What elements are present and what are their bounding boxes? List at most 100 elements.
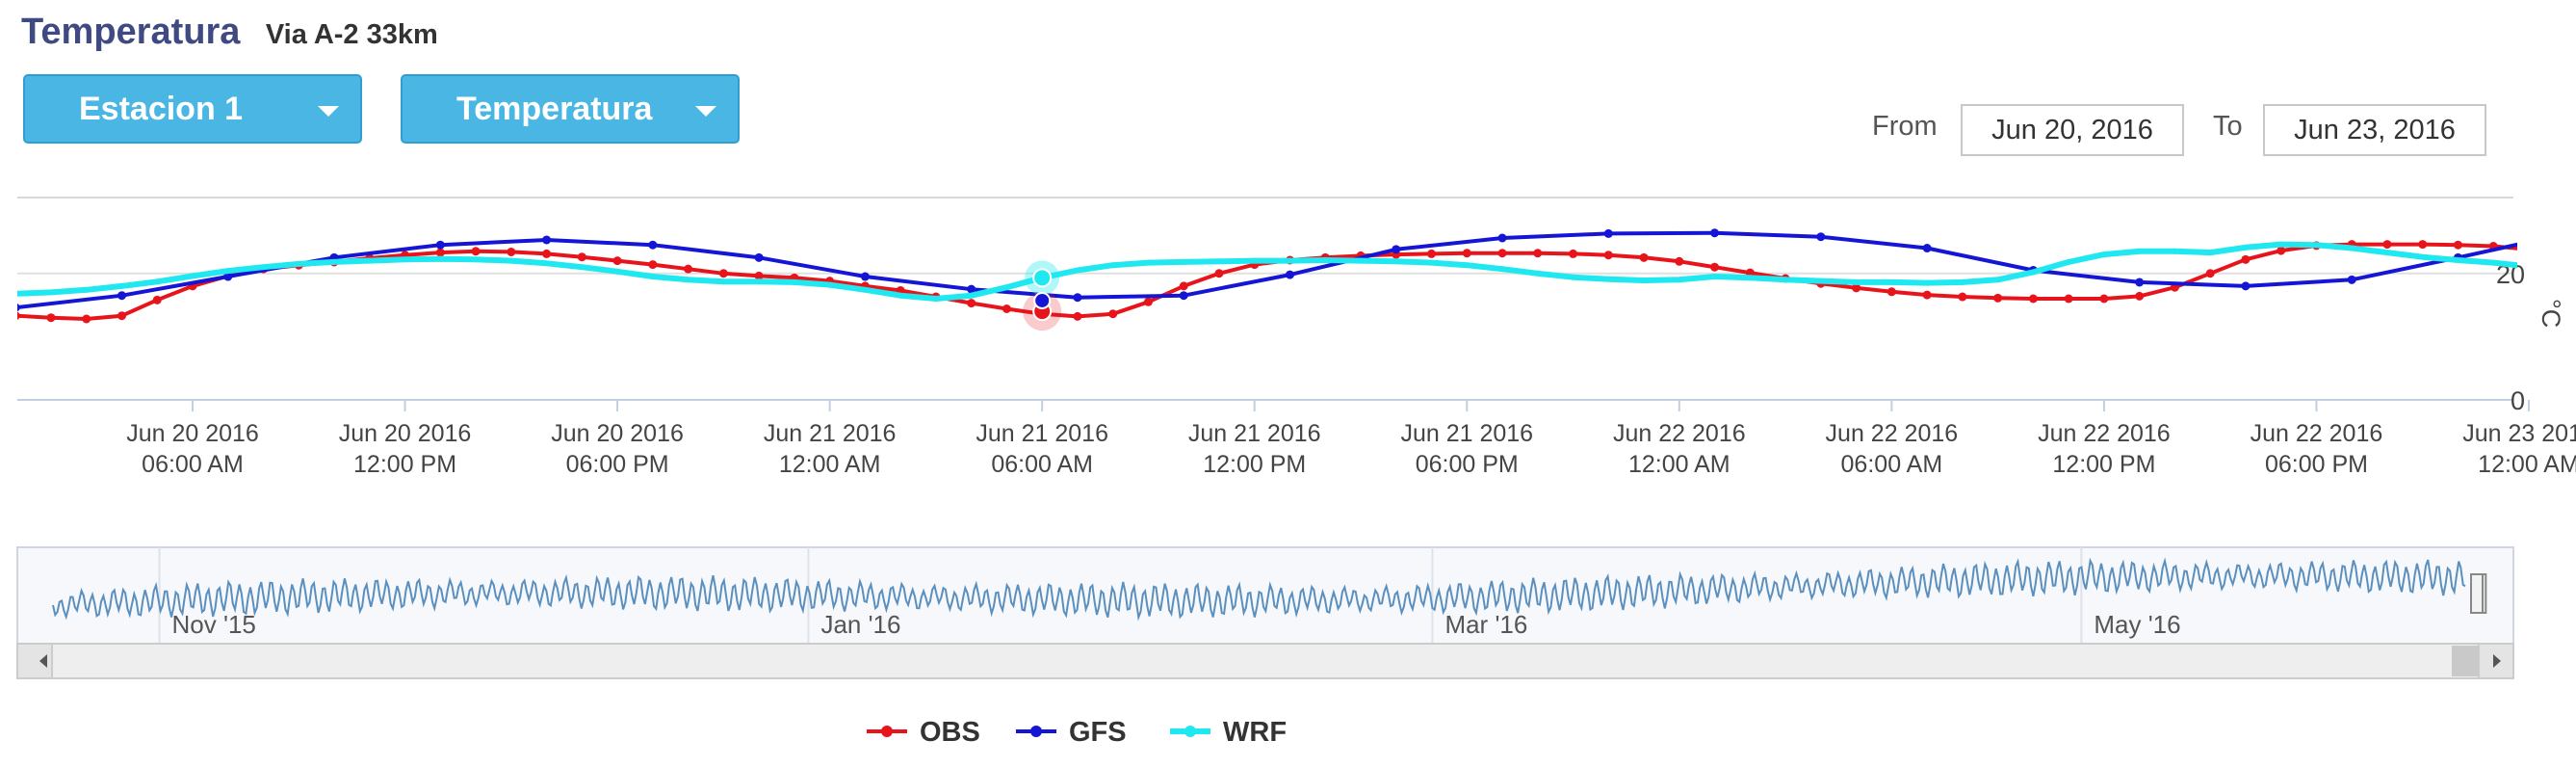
navigator-handle[interactable] (2470, 573, 2484, 614)
data-point-wrf[interactable] (1215, 258, 1222, 265)
data-point-gfs[interactable] (117, 291, 126, 301)
data-point-obs[interactable] (1462, 249, 1471, 258)
data-point-wrf[interactable] (2562, 267, 2567, 273)
data-point-obs[interactable] (46, 313, 56, 323)
data-point-wrf[interactable] (1534, 270, 1541, 277)
data-point-obs[interactable] (1497, 249, 1507, 258)
data-point-wrf[interactable] (2207, 250, 2214, 256)
data-point-obs[interactable] (2418, 240, 2428, 250)
data-point-gfs[interactable] (1285, 270, 1294, 279)
data-point-gfs[interactable] (1816, 232, 1826, 242)
data-point-wrf[interactable] (1994, 277, 2001, 283)
data-point-wrf[interactable] (1287, 257, 1293, 264)
data-point-wrf[interactable] (968, 292, 975, 299)
data-point-wrf[interactable] (47, 289, 54, 296)
data-point-obs[interactable] (471, 247, 481, 256)
data-point-wrf[interactable] (2313, 242, 2320, 249)
data-point-wrf[interactable] (1003, 284, 1010, 291)
data-point-obs[interactable] (648, 260, 658, 270)
data-point-wrf[interactable] (1499, 266, 1506, 273)
data-point-gfs[interactable] (1922, 244, 1932, 252)
data-point-obs[interactable] (967, 299, 976, 308)
data-point-wrf[interactable] (2100, 251, 2107, 258)
data-point-obs[interactable] (1603, 251, 1613, 260)
data-point-wrf[interactable] (1464, 262, 1470, 269)
data-point-obs[interactable] (152, 295, 162, 304)
data-point-wrf[interactable] (1570, 274, 1576, 280)
data-point-wrf[interactable] (1959, 278, 1965, 285)
data-point-obs[interactable] (435, 248, 445, 257)
data-point-wrf[interactable] (1109, 262, 1116, 269)
data-point-wrf[interactable] (1676, 277, 1682, 283)
data-point-wrf[interactable] (402, 256, 408, 263)
data-point-obs[interactable] (2277, 246, 2286, 255)
data-point-gfs[interactable] (2560, 230, 2568, 239)
data-point-wrf[interactable] (543, 260, 550, 267)
scrollbar-track[interactable] (16, 643, 2514, 679)
legend-item-gfs[interactable]: GFS (1016, 717, 1127, 748)
data-point-wrf[interactable] (2383, 250, 2390, 256)
data-point-wrf[interactable] (1817, 278, 1824, 284)
data-point-wrf[interactable] (1853, 278, 1860, 285)
data-point-wrf[interactable] (579, 264, 585, 271)
data-point-wrf[interactable] (2242, 244, 2249, 251)
data-point-gfs[interactable] (754, 252, 764, 262)
data-point-wrf[interactable] (224, 268, 231, 275)
data-point-wrf[interactable] (437, 255, 444, 262)
data-point-wrf[interactable] (791, 278, 797, 285)
legend-item-obs[interactable]: OBS (867, 717, 980, 748)
data-point-wrf[interactable] (507, 257, 514, 264)
variable-dropdown[interactable]: Temperatura (401, 74, 740, 144)
data-point-obs[interactable] (1852, 283, 1861, 293)
data-point-wrf[interactable] (1782, 277, 1789, 283)
data-point-obs[interactable] (1108, 309, 1118, 319)
data-point-wrf[interactable] (614, 268, 621, 275)
data-point-obs[interactable] (718, 269, 728, 278)
data-point-obs[interactable] (1958, 292, 1967, 302)
data-point-obs[interactable] (1143, 297, 1153, 306)
data-point-wrf[interactable] (1392, 258, 1399, 265)
data-point-obs[interactable] (2525, 245, 2534, 253)
data-point-wrf[interactable] (932, 296, 939, 302)
data-point-gfs[interactable] (223, 272, 233, 281)
data-point-wrf[interactable] (2526, 264, 2532, 270)
data-point-wrf[interactable] (2277, 241, 2284, 248)
data-point-obs[interactable] (117, 311, 126, 321)
data-point-obs[interactable] (1533, 249, 1543, 258)
data-point-gfs[interactable] (2347, 275, 2356, 284)
data-point-wrf[interactable] (2419, 253, 2426, 260)
data-point-wrf[interactable] (720, 278, 727, 285)
data-point-wrf[interactable] (13, 291, 19, 297)
data-point-wrf[interactable] (1711, 274, 1718, 280)
data-point-wrf[interactable] (83, 286, 90, 293)
data-point-wrf[interactable] (1924, 279, 1931, 286)
data-point-wrf[interactable] (756, 278, 763, 285)
data-point-obs[interactable] (507, 247, 516, 256)
data-point-obs[interactable] (577, 252, 586, 262)
legend[interactable]: OBS GFS WRF (867, 717, 1287, 748)
data-point-obs[interactable] (12, 311, 20, 320)
data-point-obs[interactable] (2099, 294, 2109, 304)
data-point-wrf[interactable] (296, 260, 302, 267)
data-point-gfs[interactable] (1710, 228, 1720, 238)
data-point-obs[interactable] (1569, 249, 1578, 258)
data-point-wrf[interactable] (1888, 278, 1895, 285)
data-point-wrf[interactable] (1747, 275, 1754, 281)
data-point-obs[interactable] (1427, 249, 1437, 258)
data-point-obs[interactable] (1002, 304, 1011, 313)
scrollbar-thumb[interactable] (2452, 646, 2479, 676)
legend-item-wrf[interactable]: WRF (1170, 717, 1287, 748)
range-from-input[interactable]: Jun 20, 2016 (1961, 104, 2184, 156)
data-point-wrf[interactable] (2030, 269, 2037, 276)
data-point-wrf[interactable] (118, 282, 125, 289)
data-point-wrf[interactable] (898, 292, 904, 299)
data-point-wrf[interactable] (1251, 257, 1258, 264)
data-point-wrf[interactable] (2136, 248, 2143, 254)
navigator[interactable]: Nov '15 Jan '16 Mar '16 May '16 (16, 546, 2514, 679)
data-point-obs[interactable] (2382, 240, 2392, 250)
data-point-obs[interactable] (1639, 252, 1649, 262)
data-point-wrf[interactable] (2455, 256, 2461, 263)
data-point-wrf[interactable] (826, 281, 833, 288)
data-point-obs[interactable] (1675, 256, 1684, 266)
